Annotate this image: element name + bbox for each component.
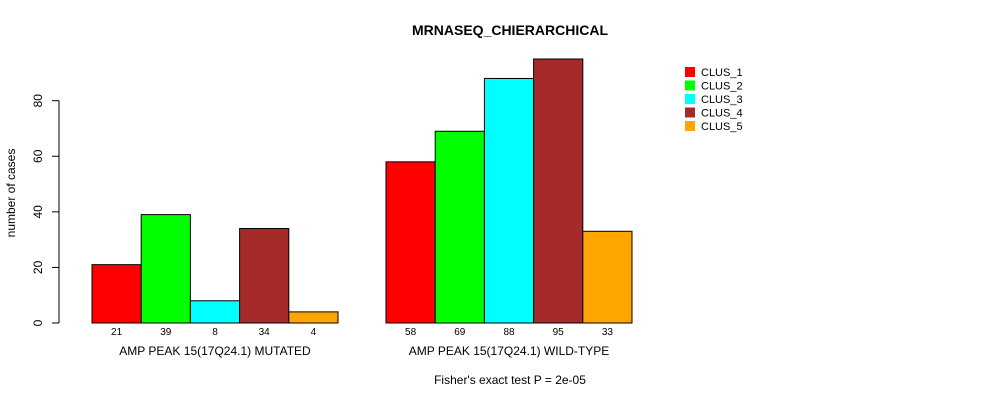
bar-clus-1 [385,161,436,324]
bar-clus-3 [189,300,241,324]
y-tick-label: 0 [31,319,45,326]
bar-clus-4 [533,58,584,324]
y-tick-label: 20 [31,260,45,274]
fisher-test-note: Fisher's exact test P = 2e-05 [434,373,586,387]
group-labels: AMP PEAK 15(17Q24.1) MUTATED AMP PEAK 15(… [119,344,609,358]
y-tick-label: 60 [31,149,45,163]
legend-swatch [685,121,695,131]
legend-label: CLUS_3 [701,94,743,106]
legend-swatch [685,67,695,77]
bar-clus-5 [288,311,339,324]
bar-value-label: 8 [212,327,218,338]
bar-value-label: 34 [259,327,271,338]
bar-clus-5 [582,230,633,324]
bar-value-label: 88 [503,327,515,338]
bar-clus-2 [434,130,485,324]
y-tick-label: 80 [31,94,45,108]
bar-value-label: 95 [553,327,565,338]
bar-value-label: 4 [311,327,317,338]
y-tick-label: 40 [31,205,45,219]
legend-swatch [685,94,695,104]
bars [91,58,633,324]
bar-clus-4 [239,228,290,324]
legend-label: CLUS_5 [701,121,743,133]
group-label: AMP PEAK 15(17Q24.1) MUTATED [119,344,311,358]
legend-swatch [685,80,695,91]
bar-value-label: 39 [160,327,172,338]
bar-clus-2 [140,214,191,324]
legend-swatch [685,107,695,118]
bar-clus-3 [483,77,535,324]
bar-value-labels: 21 39 8 34 4 58 69 88 95 33 [111,327,613,338]
bar-value-label: 58 [405,327,417,338]
bar-value-label: 21 [111,327,123,338]
group-label: AMP PEAK 15(17Q24.1) WILD-TYPE [409,344,610,358]
y-axis: 0 20 40 60 80 [31,94,60,326]
legend-label: CLUS_4 [701,108,743,120]
legend-label: CLUS_2 [701,81,743,93]
bar-value-label: 33 [602,327,614,338]
bar-clus-1 [91,264,142,324]
y-axis-label: number of cases [4,149,18,238]
legend-label: CLUS_1 [701,67,743,79]
bar-value-label: 69 [454,327,466,338]
chart-title: MRNASEQ_CHIERARCHICAL [412,22,608,38]
